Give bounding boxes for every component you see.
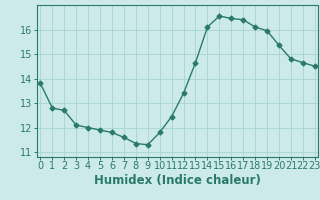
X-axis label: Humidex (Indice chaleur): Humidex (Indice chaleur) <box>94 174 261 187</box>
